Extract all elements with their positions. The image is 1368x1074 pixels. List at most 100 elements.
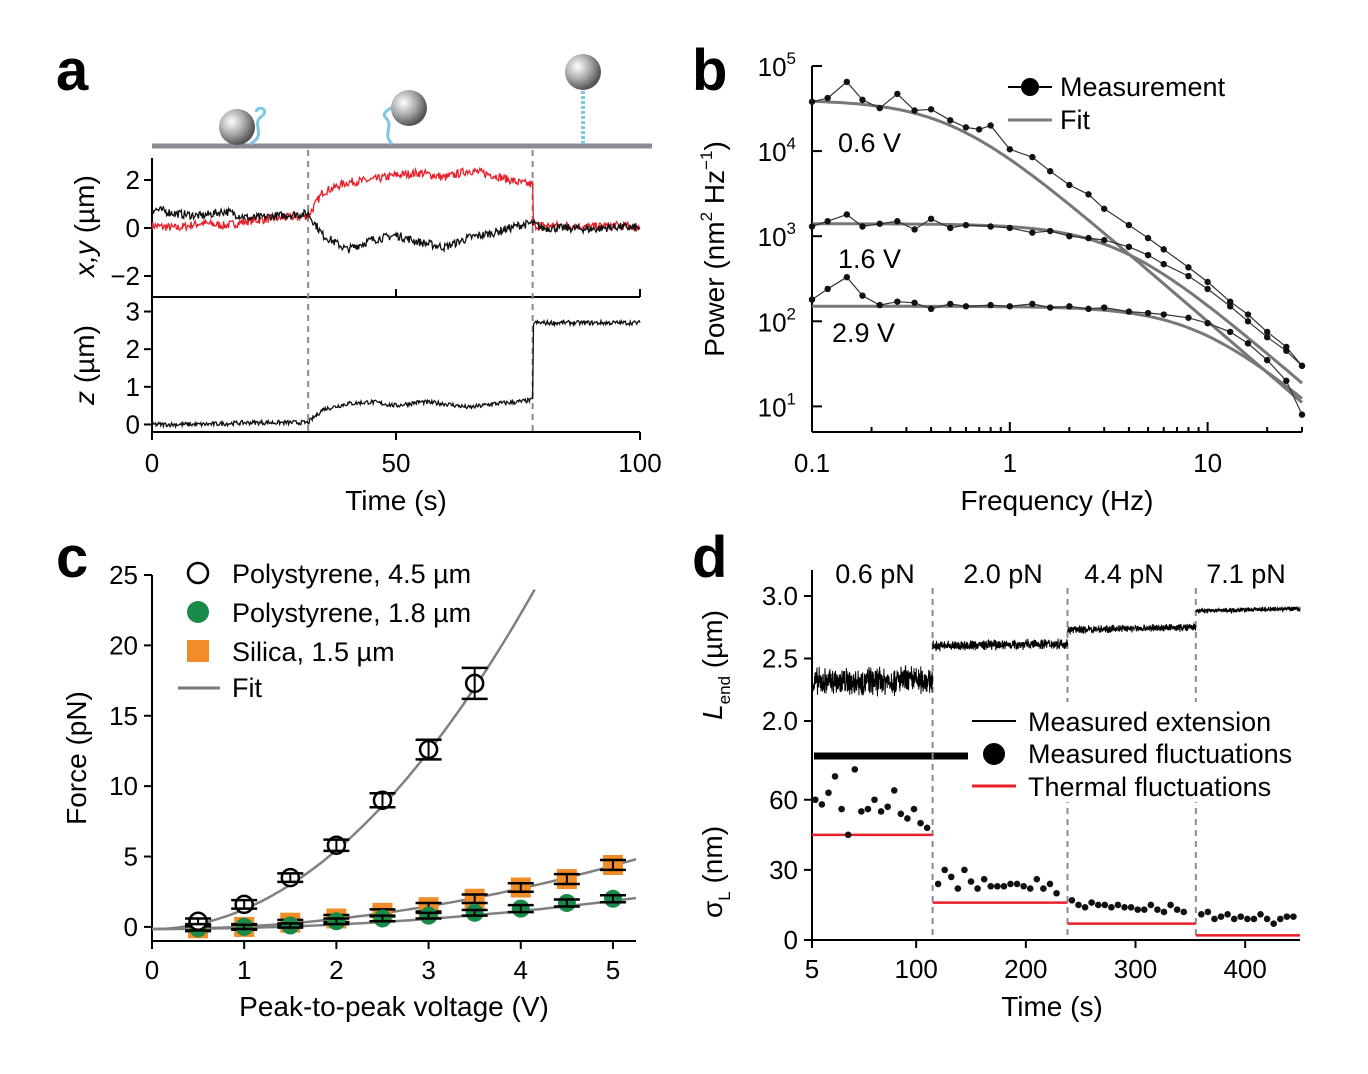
b-measure-point — [824, 218, 831, 225]
c-ytick-label: 0 — [124, 912, 138, 942]
b-measure-line-0 — [811, 81, 1303, 367]
b-measure-point — [824, 285, 831, 293]
d-fluct-point — [1108, 903, 1115, 911]
panel-letter-a: a — [56, 38, 89, 103]
legend-ps18-marker — [187, 601, 209, 623]
b-measure-point — [1125, 308, 1133, 315]
bead-schematic — [152, 54, 652, 149]
c-ytick-label: 15 — [109, 701, 138, 731]
panel-c: c 0 1 2 3 4 5 0 5 10 15 20 25 Polystyrene, 4.5 µm P… — [56, 525, 637, 1022]
c-xtick-label: 3 — [421, 955, 435, 985]
b-measure-point — [1125, 243, 1133, 251]
legend-silica-label: Silica, 1.5 µm — [232, 637, 395, 667]
b-measure-point — [1263, 328, 1271, 336]
b-measure-point — [1029, 229, 1036, 236]
b-measure-point — [1046, 227, 1054, 235]
b-measure-point — [843, 78, 851, 86]
c-xtick-label: 0 — [145, 955, 159, 985]
panel-d-xlabel: Time (s) — [1001, 991, 1103, 1022]
b-measure-point — [1144, 234, 1152, 242]
d-ext-ytick-label: 2.5 — [762, 644, 798, 674]
panel-c-xlabel: Peak-to-peak voltage (V) — [239, 991, 549, 1022]
d-fluct-point — [954, 885, 962, 892]
a-series-z — [151, 318, 641, 429]
b-measure-point — [1046, 304, 1054, 311]
c-ytick-label: 20 — [109, 630, 138, 660]
d-xtick-label: 400 — [1223, 954, 1266, 984]
d-fluct-point — [1263, 915, 1271, 923]
b-measure-point — [1006, 303, 1014, 310]
b-measure-point — [843, 211, 851, 218]
d-fluct-point — [1257, 910, 1264, 918]
d-fluct-point — [864, 805, 872, 813]
b-measure-point — [927, 215, 935, 223]
panel-a-xlabel: Time (s) — [345, 485, 447, 516]
d-fluct-point — [1068, 896, 1076, 904]
d-fluct-point — [1237, 913, 1245, 920]
d-fluct-point — [1167, 901, 1174, 909]
legend-extension-label: Measured extension — [1028, 707, 1271, 737]
b-measure-point — [987, 301, 994, 309]
a-z-ytick-label: 1 — [126, 372, 140, 402]
b-measure-point — [1046, 168, 1054, 175]
d-extension-segment-1 — [932, 638, 1068, 652]
b-ytick-label: 102 — [758, 304, 796, 337]
d-fluct-point — [1140, 906, 1148, 913]
b-ytick-label: 101 — [758, 389, 796, 422]
panel-c-axes — [151, 575, 636, 942]
b-measure-point — [1226, 303, 1234, 310]
legend-ps45-label: Polystyrene, 4.5 µm — [232, 559, 471, 589]
d-fluct-point — [897, 810, 905, 818]
d-extension-segment-2 — [1067, 622, 1197, 636]
d-xtick-label: 100 — [894, 954, 937, 984]
c-xtick-label: 5 — [606, 955, 620, 985]
b-measure-point — [843, 273, 851, 281]
b-measure-point — [1066, 181, 1073, 189]
a-xy-ytick-label: 2 — [126, 165, 140, 195]
b-measure-point — [1185, 314, 1192, 321]
d-fluct-point — [1101, 901, 1109, 909]
a-z-ytick-label: 2 — [126, 334, 140, 364]
d-fluct-point — [1007, 880, 1014, 888]
d-fluct-point — [851, 766, 859, 773]
a-xtick-label: 100 — [618, 448, 661, 478]
b-xtick-label: 0.1 — [794, 448, 830, 478]
d-fluct-point — [1121, 903, 1128, 911]
b-measure-point — [859, 96, 866, 104]
d-fluct-point — [1081, 903, 1089, 911]
d-fluct-point — [904, 815, 911, 822]
c-xtick-label: 4 — [514, 955, 528, 985]
series-label-0.6V: 0.6 V — [838, 128, 901, 158]
b-measure-point — [859, 223, 866, 230]
d-fluct-point — [1250, 915, 1258, 923]
panel-letter-d: d — [692, 525, 727, 590]
d-fluct-point — [1000, 882, 1008, 890]
d-fluct-point — [1244, 915, 1251, 923]
b-measure-point — [1283, 377, 1290, 384]
b-measure-point — [894, 90, 901, 98]
b-measure-point — [1226, 328, 1234, 336]
b-measure-point — [911, 299, 918, 306]
d-fluct-point — [1094, 901, 1102, 909]
b-measure-point — [1029, 153, 1036, 161]
c-ytick-label: 5 — [124, 842, 138, 872]
d-sigma-ytick-label: 30 — [769, 855, 798, 885]
d-fluct-point — [917, 819, 924, 827]
b-measure-point — [876, 301, 883, 309]
b-measure-point — [1029, 300, 1036, 308]
b-measure-point — [962, 124, 970, 131]
d-xtick-label: 300 — [1114, 954, 1157, 984]
b-measure-point — [1100, 236, 1108, 244]
d-fluct-point — [1026, 885, 1034, 892]
b-measure-point — [1085, 191, 1092, 198]
c-ytick-label: 25 — [109, 560, 138, 590]
panel-d-extension-trace — [811, 605, 1301, 697]
d-fluct-point — [858, 808, 865, 815]
panel-c-ticks: 0 1 2 3 4 5 0 5 10 15 20 25 — [109, 560, 620, 985]
d-fluct-point — [947, 873, 955, 881]
b-measure-point — [808, 296, 816, 303]
b-measure-point — [911, 226, 918, 233]
b-measure-point — [1204, 278, 1211, 286]
panel-a: a 0 50 100 2 0 −2 3 2 — [56, 38, 662, 516]
